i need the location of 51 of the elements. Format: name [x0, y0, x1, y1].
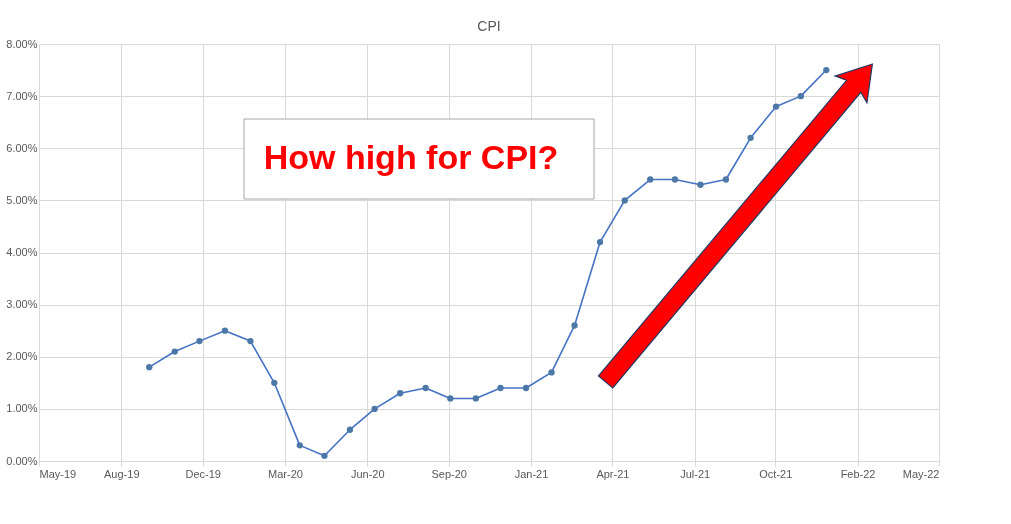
- point: [596, 238, 604, 246]
- y-tick-label: 0.00%: [6, 454, 38, 467]
- y-tick-label: 6.00%: [6, 141, 38, 154]
- annotation: How high for CPI?: [263, 138, 559, 176]
- x-tick-label: Aug-19: [104, 467, 140, 480]
- x-tick-label: Jun-20: [350, 467, 385, 480]
- point: [772, 103, 780, 110]
- x-tick-label: Apr-21: [596, 467, 630, 480]
- x-tick-label: May-19: [39, 467, 77, 480]
- point: [221, 327, 229, 334]
- point: [271, 379, 278, 386]
- x-tick-label: Jan-21: [514, 467, 549, 480]
- point: [747, 134, 754, 141]
- x-tick-label: Sep-20: [431, 467, 467, 480]
- point: [346, 426, 354, 433]
- x-tick-label: Jul-21: [680, 467, 711, 480]
- point: [196, 337, 203, 345]
- point: [571, 322, 578, 329]
- point: [522, 384, 530, 392]
- point: [722, 176, 730, 183]
- x-tick-label: May-22: [902, 467, 940, 480]
- point: [146, 364, 153, 371]
- y-tick-label: 4.00%: [6, 246, 38, 258]
- y-tick-label: 1.00%: [6, 402, 38, 415]
- point: [472, 395, 479, 402]
- point: [321, 452, 328, 459]
- x-tick-label: Oct-21: [759, 467, 793, 480]
- y-tick-label: 7.00%: [6, 89, 38, 102]
- point: [296, 442, 303, 449]
- point: [548, 369, 555, 376]
- point: [697, 181, 704, 188]
- point: [647, 176, 654, 183]
- point: [422, 384, 429, 392]
- point: [247, 337, 254, 345]
- y-tick-label: 2.00%: [6, 350, 38, 363]
- x-tick-label: Mar-20: [268, 467, 303, 480]
- point: [797, 92, 804, 100]
- point: [447, 395, 454, 402]
- y-tick-label: 5.00%: [6, 193, 38, 206]
- point: [671, 176, 679, 183]
- y-tick-label: 3.00%: [6, 298, 38, 311]
- chart-title: CPI: [477, 18, 501, 34]
- point: [497, 384, 504, 392]
- y-tick-label: 8.00%: [6, 37, 38, 50]
- x-tick-label: Feb-22: [840, 467, 876, 480]
- point: [396, 390, 404, 397]
- point: [171, 348, 178, 355]
- point: [621, 197, 628, 204]
- point: [823, 66, 830, 74]
- point: [371, 405, 378, 413]
- x-tick-label: Dec-19: [185, 467, 221, 480]
